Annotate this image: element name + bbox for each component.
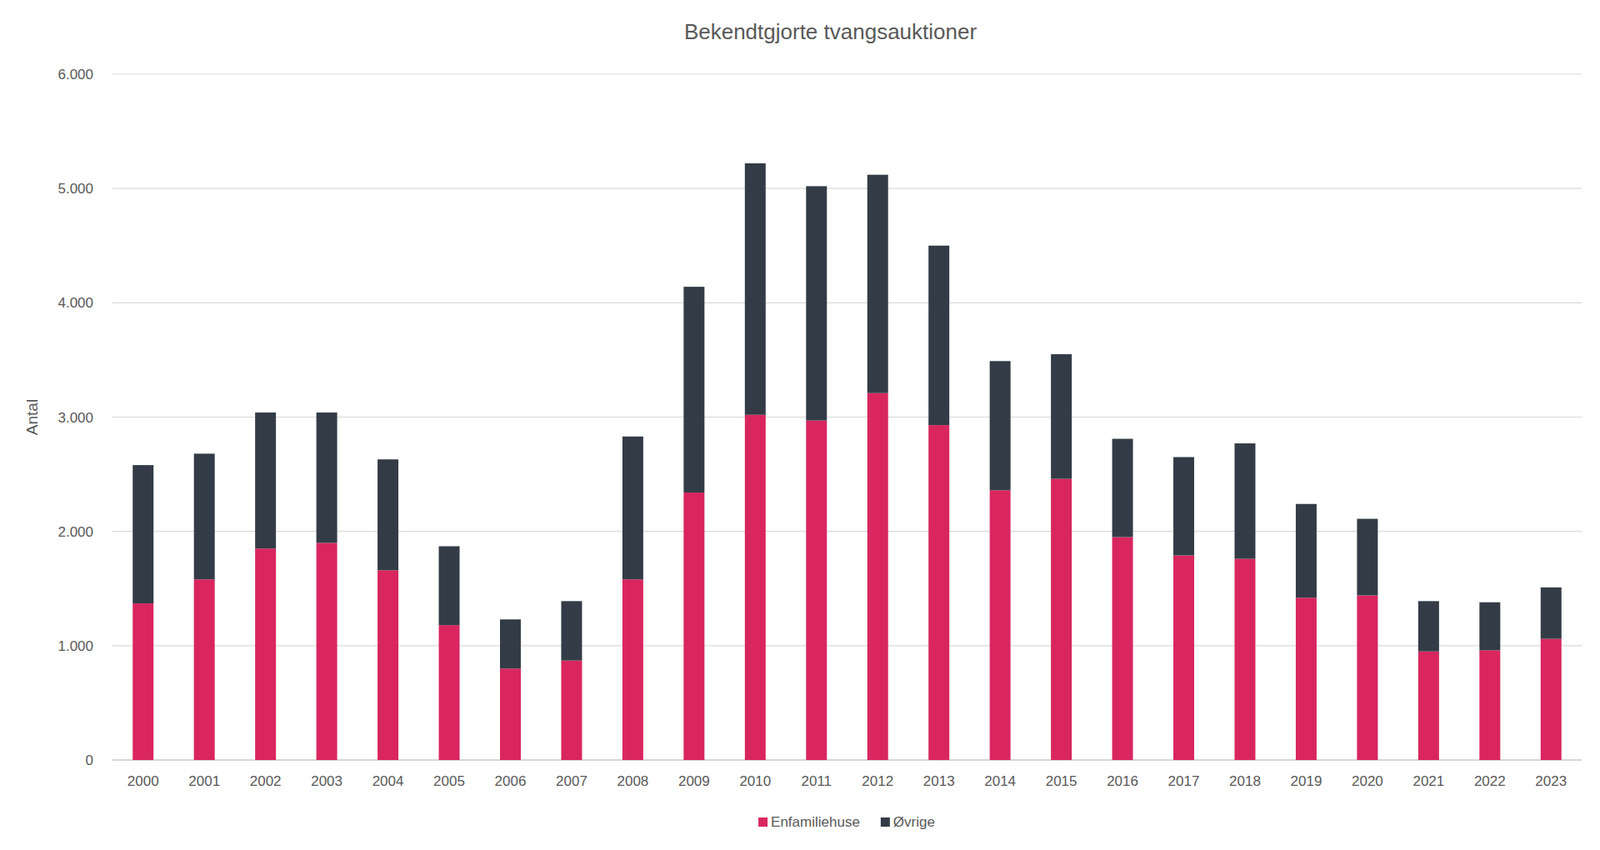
grid-line <box>112 188 1582 190</box>
bar-segment <box>1356 519 1378 596</box>
chart-container: Bekendtgjorte tvangsauktioner Antal 0 1.000… <box>0 0 1600 850</box>
bar-segment <box>867 393 889 760</box>
bar-segment <box>316 412 338 543</box>
x-tick-label: 2000 <box>127 773 160 790</box>
bar-segment <box>990 360 1011 490</box>
bar-segment <box>194 579 215 760</box>
bar-segment <box>560 660 582 760</box>
bar-segment <box>745 163 766 415</box>
bar-segment <box>805 420 827 760</box>
x-tick-label: 2013 <box>923 773 955 790</box>
bar-segment <box>194 453 215 580</box>
chart-svg: Bekendtgjorte tvangsauktioner Antal 0 1.000… <box>0 0 1600 850</box>
x-tick-label: 2012 <box>861 773 894 790</box>
bar-segment <box>255 548 276 760</box>
x-tick-label: 2007 <box>555 773 588 790</box>
x-tick-label: 2019 <box>1290 773 1323 790</box>
x-tick-label: 2005 <box>433 773 465 790</box>
bar-segment <box>867 175 889 394</box>
x-tick-label: 2018 <box>1229 773 1261 790</box>
bar-segment <box>1234 559 1255 760</box>
bar-segment <box>439 625 460 760</box>
y-tick-label: 1.000 <box>57 638 94 655</box>
bar-segment <box>1418 651 1440 760</box>
bar-segment <box>805 185 827 420</box>
x-tick-label: 2021 <box>1412 773 1445 790</box>
grid-line <box>112 302 1582 304</box>
bar-segment <box>132 603 154 760</box>
x-tick-label: 2004 <box>372 773 405 790</box>
legend: Enfamiliehuse Øvrige <box>758 814 935 830</box>
bar-segment <box>316 542 338 760</box>
x-tick-label: 2014 <box>984 773 1016 790</box>
y-tick-label: 5.000 <box>57 180 94 197</box>
x-tick-label: 2017 <box>1168 773 1200 790</box>
y-tick-label: 6.000 <box>57 66 94 83</box>
bar-segment <box>683 286 705 493</box>
bar-segment <box>622 579 644 760</box>
bar-segment <box>622 436 644 580</box>
y-axis-label: Antal <box>23 399 41 435</box>
bar-segment <box>1112 439 1134 538</box>
bar-segment <box>1540 587 1562 640</box>
bar-segment <box>500 668 521 760</box>
bar-segment <box>439 545 460 625</box>
bar-segment <box>1540 639 1562 760</box>
bar-segment <box>1295 504 1317 598</box>
bar-segment <box>683 492 705 760</box>
x-tick-label: 2023 <box>1535 773 1567 790</box>
title: Bekendtgjorte tvangsauktioner <box>684 19 978 45</box>
legend-label: Enfamiliehuse <box>770 814 860 830</box>
bars <box>132 163 1562 760</box>
bar-segment <box>1479 602 1500 651</box>
grid-line <box>112 73 1582 75</box>
y-tick-label: 4.000 <box>57 295 94 311</box>
bar-segment <box>1418 600 1440 651</box>
bar-segment <box>1356 595 1378 760</box>
legend-label: Øvrige <box>893 814 935 830</box>
x-tick-label: 2010 <box>739 773 771 790</box>
x-tick-label: 2003 <box>310 773 343 790</box>
bar-segment <box>1050 354 1072 480</box>
x-tick-label: 2015 <box>1045 773 1078 790</box>
bar-segment <box>500 619 521 669</box>
legend-swatch <box>758 817 768 827</box>
bar-segment <box>560 600 582 660</box>
x-tick-label: 2009 <box>678 773 710 790</box>
bar-segment <box>990 490 1011 760</box>
bar-segment <box>1112 537 1134 760</box>
x-tick-label: 2006 <box>495 773 527 790</box>
bar-segment <box>1173 555 1195 760</box>
bar-segment <box>377 570 399 760</box>
bar-segment <box>745 415 766 760</box>
x-tick-label: 2001 <box>188 773 220 790</box>
bar-segment <box>1173 457 1195 556</box>
x-tick-label: 2002 <box>250 773 282 790</box>
y-tick-label: 0 <box>85 752 94 769</box>
bar-segment <box>1295 597 1317 760</box>
y-tick-label: 3.000 <box>57 410 94 426</box>
bar-segment <box>928 425 950 760</box>
x-tick-label: 2016 <box>1106 773 1139 790</box>
bar-segment <box>928 245 950 425</box>
bar-segment <box>377 459 399 570</box>
bar-segment <box>255 412 276 549</box>
bar-segment <box>1234 443 1255 560</box>
x-tick-label: 2011 <box>800 773 832 790</box>
bar-segment <box>1050 479 1072 760</box>
bar-segment <box>1479 650 1500 760</box>
x-tick-label: 2020 <box>1351 773 1384 790</box>
x-tick-label: 2022 <box>1474 773 1506 790</box>
legend-swatch <box>880 817 890 827</box>
x-tick-label: 2008 <box>616 773 649 790</box>
y-tick-label: 2.000 <box>57 524 94 540</box>
bar-segment <box>132 465 154 604</box>
